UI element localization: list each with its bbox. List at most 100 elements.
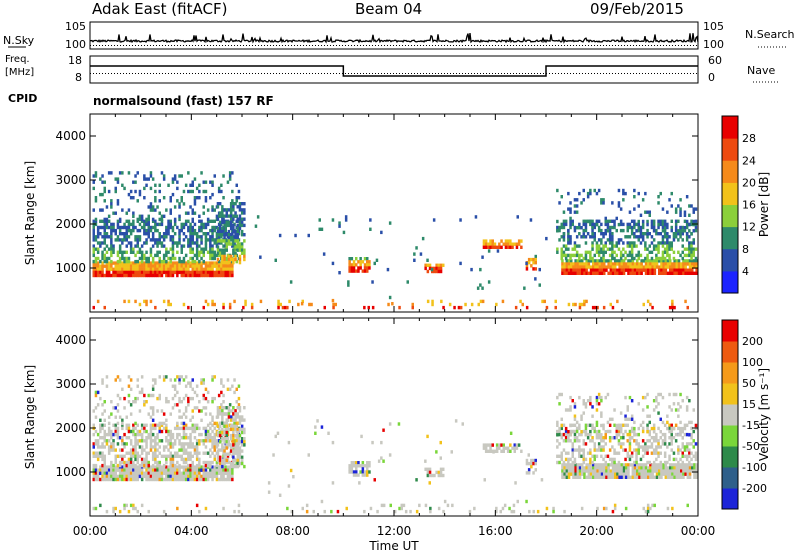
range-cell [650,445,654,449]
range-cell [116,177,120,181]
range-cell [489,245,492,249]
range-cell [110,264,113,268]
range-cell [582,198,585,202]
range-cell [116,225,120,230]
range-cell [513,242,516,246]
range-cell [640,472,643,476]
range-cell [107,451,111,455]
range-cell [663,250,667,254]
range-cell [178,426,181,431]
range-cell [103,238,106,242]
range-cell [238,254,242,259]
range-cell [666,506,670,511]
range-cell [191,225,194,230]
range-cell [147,219,150,223]
noise-search-dot [615,45,616,46]
range-cell [657,225,660,230]
range-cell [232,458,235,463]
range-cell [584,457,588,462]
range-cell [160,429,164,434]
range-cell [221,248,224,252]
range-cell [216,257,220,262]
range-cell [361,461,365,465]
range-cell [234,449,237,453]
range-cell [556,247,559,251]
range-cell [228,471,232,475]
noise-search-dot [498,45,499,46]
range-cell [611,475,615,479]
range-cell [103,222,106,227]
range-cell [184,432,188,437]
range-cell [646,451,649,455]
range-cell [695,463,698,467]
range-cell [626,439,629,443]
range-cell [233,390,236,395]
range-cell [607,475,610,479]
range-cell [688,420,691,425]
range-cell [646,253,649,258]
range-cell [189,454,192,458]
range-cell [512,509,516,514]
range-cell [274,258,277,262]
range-cell [198,442,201,446]
noise-search-dot [354,45,355,46]
range-cell [182,302,186,307]
nave-dot [375,73,376,74]
range-cell [195,503,199,508]
range-cell [173,403,177,407]
range-cell [495,302,498,307]
range-cell [666,250,669,254]
range-cell [116,270,120,275]
range-cell [670,408,673,412]
range-cell [216,205,220,209]
range-cell [213,468,216,472]
range-cell [677,451,680,455]
range-cell [451,503,454,508]
range-cell [221,421,224,425]
range-cell [558,238,561,242]
range-cell [631,262,635,266]
range-cell [628,244,632,248]
range-cell [658,268,661,272]
range-cell [274,434,277,439]
range-cell [573,423,577,427]
range-cell [112,448,115,452]
range-cell [534,461,537,466]
range-cell [611,232,614,236]
range-cell [620,463,624,467]
range-cell [609,271,613,275]
range-cell [165,439,168,443]
range-cell [145,219,148,223]
range-cell [147,432,150,437]
noise-search-dot [252,45,253,46]
range-cell [107,465,111,469]
range-cell [600,198,603,202]
range-cell [629,268,632,272]
range-cell [600,228,603,233]
range-cell [171,471,175,475]
range-cell [176,241,179,245]
range-cell [121,436,124,440]
nave-dot [315,73,316,74]
range-cell [589,469,593,473]
range-cell [418,503,421,508]
range-cell [99,232,102,236]
range-cell [125,460,128,465]
range-cell [611,305,615,310]
range-cell [657,426,660,431]
range-cell [589,188,592,193]
range-cell [132,463,135,468]
range-cell [132,273,135,278]
range-cell [580,226,583,230]
range-cell [653,259,657,263]
range-cell [123,273,126,278]
range-cell [127,436,131,440]
range-cell [107,429,111,434]
range-cell [180,445,183,449]
nave-dot [399,73,400,74]
range-cell [685,405,689,409]
range-cell [169,442,172,446]
range-cell [586,423,590,427]
range-cell [584,430,588,434]
range-cell [659,430,662,434]
